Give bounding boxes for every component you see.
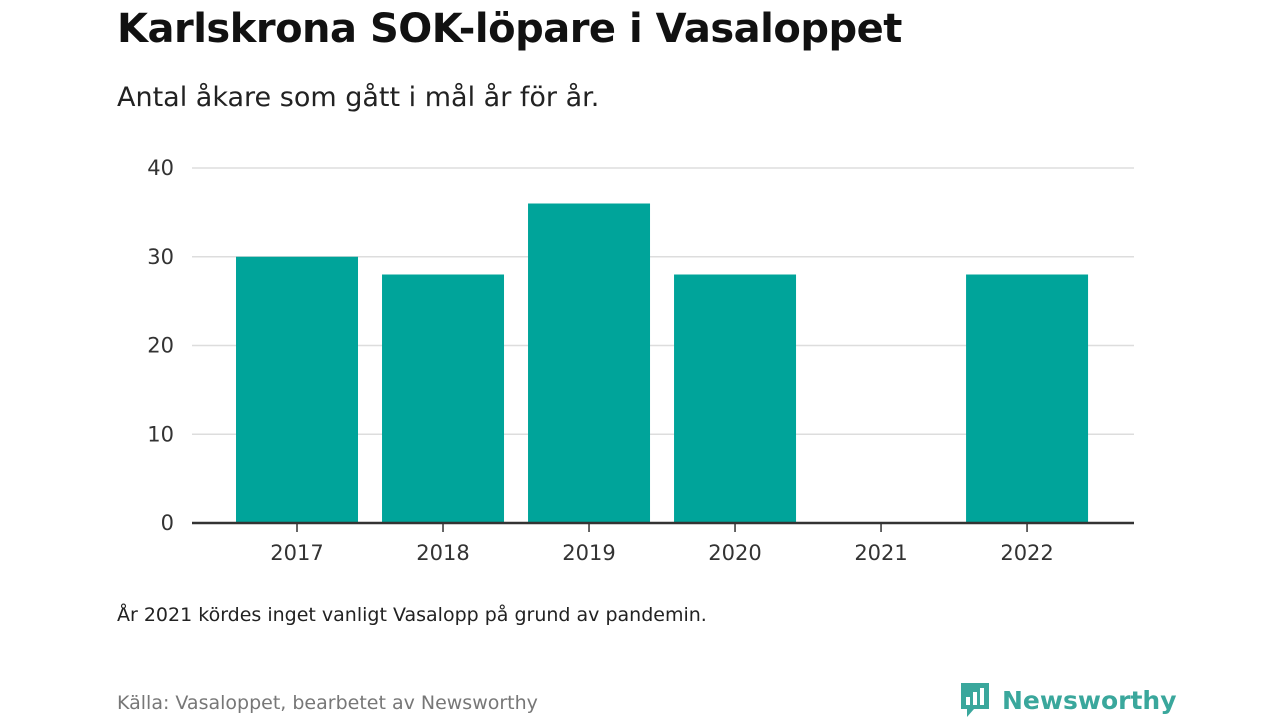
x-tick-label: 2021: [854, 541, 907, 565]
brand-name: Newsworthy: [1002, 685, 1177, 715]
footnote: År 2021 kördes inget vanligt Vasalopp på…: [117, 604, 707, 626]
x-tick-label: 2019: [562, 541, 615, 565]
y-axis-ticks: 0 10 20 30 40: [147, 156, 174, 535]
bar-2018: [382, 274, 505, 523]
y-tick-label: 0: [161, 511, 174, 535]
y-tick-label: 30: [147, 245, 174, 269]
bar-2019: [528, 203, 651, 523]
x-tick-label: 2018: [416, 541, 469, 565]
y-tick-label: 40: [147, 156, 174, 180]
bar-2020: [674, 274, 797, 523]
x-tick-label: 2017: [270, 541, 323, 565]
source-text: Källa: Vasaloppet, bearbetet av Newswort…: [117, 692, 538, 714]
chart-subtitle: Antal åkare som gått i mål år för år.: [117, 82, 600, 113]
y-tick-label: 10: [147, 422, 174, 446]
chart-title: Karlskrona SOK-löpare i Vasaloppet: [117, 6, 902, 52]
bars: [236, 203, 1089, 523]
x-tick-label: 2022: [1000, 541, 1053, 565]
x-tick-label: 2020: [708, 541, 761, 565]
bar-2022: [966, 274, 1089, 523]
x-axis-ticks: 2017 2018 2019 2020 2021 2022: [192, 521, 1134, 565]
newsworthy-logo-icon: [961, 683, 989, 717]
brand-logo: Newsworthy: [958, 680, 1177, 720]
y-tick-label: 20: [147, 334, 174, 358]
bar-2017: [236, 256, 359, 523]
